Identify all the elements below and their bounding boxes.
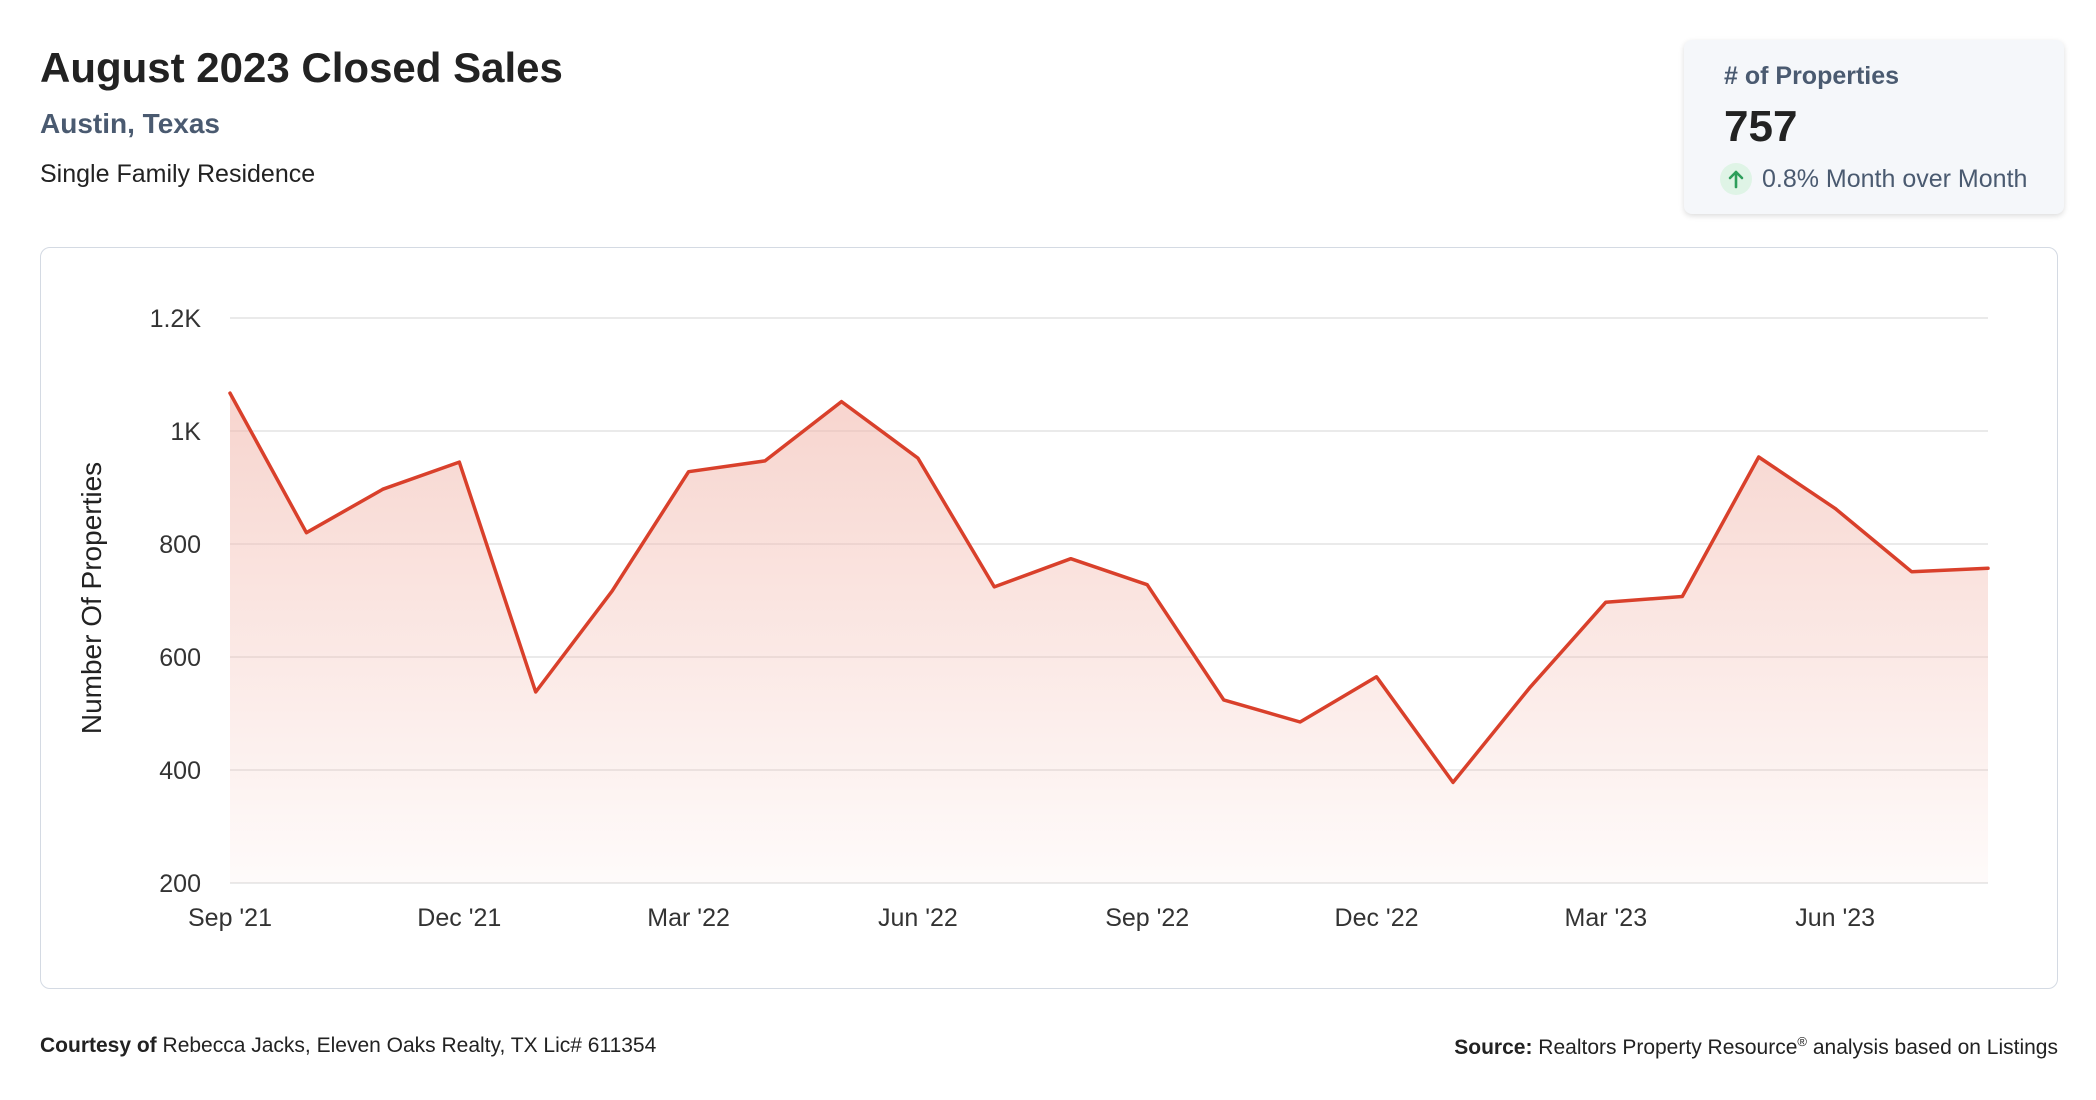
x-tick-label: Jun '23 (1795, 904, 1875, 932)
courtesy-footer: Courtesy of Rebecca Jacks, Eleven Oaks R… (40, 1034, 656, 1058)
source-footer: Source: Realtors Property Resource® anal… (1454, 1034, 2058, 1060)
x-tick-label: Dec '21 (417, 904, 501, 932)
stat-label: # of Properties (1724, 62, 1900, 90)
data-point (1603, 599, 1609, 605)
data-point (1909, 569, 1915, 575)
data-point (1756, 454, 1762, 460)
x-tick-label: Sep '22 (1105, 904, 1189, 932)
data-point (380, 486, 386, 492)
data-point (1374, 674, 1380, 680)
series-area (230, 393, 1988, 883)
data-point (227, 390, 233, 396)
stat-card: # of Properties 757 0.8% Month over Mont… (1684, 40, 2064, 214)
y-tick-label: 800 (159, 531, 201, 559)
stat-value: 757 (1724, 102, 1798, 151)
x-tick-label: Mar '23 (1565, 904, 1648, 932)
data-point (1450, 779, 1456, 785)
data-point (1832, 505, 1838, 511)
data-point (1068, 556, 1074, 562)
source-label: Source: (1454, 1036, 1533, 1059)
data-point (762, 458, 768, 464)
x-tick-label: Mar '22 (647, 904, 730, 932)
x-tick-label: Jun '22 (878, 904, 958, 932)
series-line (228, 391, 1990, 785)
data-point (915, 455, 921, 461)
registered-mark: ® (1797, 1034, 1807, 1049)
data-point (533, 689, 539, 695)
y-tick-label: 1K (170, 418, 201, 446)
data-point (991, 584, 997, 590)
data-point (609, 588, 615, 594)
data-point (686, 469, 692, 475)
y-tick-label: 200 (159, 870, 201, 898)
data-point (303, 530, 309, 536)
closed-sales-chart: 200 400 600 800 1K 1.2K Sep '21 Dec '21 Mar '22… (76, 305, 1991, 932)
data-point (1679, 594, 1685, 600)
y-tick-label: 400 (159, 757, 201, 785)
courtesy-text: Rebecca Jacks, Eleven Oaks Realty, TX Li… (162, 1034, 657, 1057)
data-point (1221, 697, 1227, 703)
y-axis-label: Number Of Properties (76, 462, 107, 734)
source-text-a: Realtors Property Resource (1538, 1036, 1798, 1059)
data-point (1526, 685, 1532, 691)
data-point (838, 399, 844, 405)
arrow-up-icon (1720, 163, 1752, 195)
property-type-label: Single Family Residence (40, 160, 316, 188)
data-point (1297, 719, 1303, 725)
page-title: August 2023 Closed Sales (40, 44, 563, 91)
location-subtitle: Austin, Texas (40, 108, 220, 139)
y-tick-label: 600 (159, 644, 201, 672)
data-point (1144, 582, 1150, 588)
change-text: 0.8% Month over Month (1762, 164, 2028, 193)
source-text-b: analysis based on Listings (1807, 1036, 2058, 1059)
data-point (456, 459, 462, 465)
y-tick-label: 1.2K (150, 305, 202, 333)
chart-panel: 200 400 600 800 1K 1.2K Sep '21 Dec '21 Mar '22… (40, 247, 2058, 989)
x-tick-label: Sep '21 (188, 904, 272, 932)
courtesy-label: Courtesy of (40, 1034, 157, 1057)
x-tick-label: Dec '22 (1335, 904, 1419, 932)
data-point (1985, 565, 1991, 571)
stat-change: 0.8% Month over Month (1720, 162, 2027, 196)
